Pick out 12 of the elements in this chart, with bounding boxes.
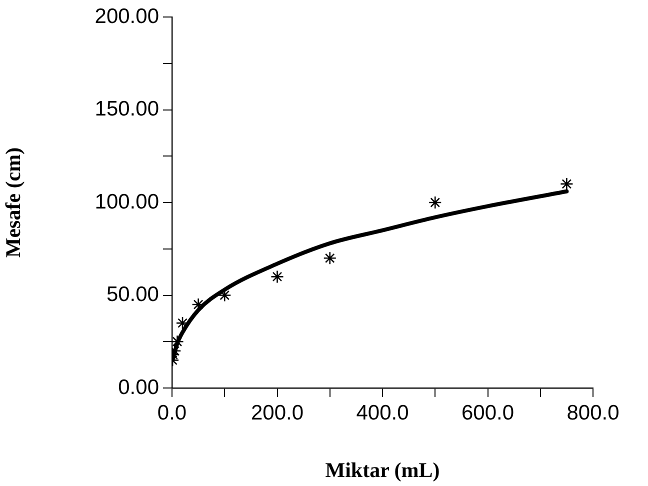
x-tick-label: 800.0 <box>566 401 620 424</box>
x-tick-label: 600.0 <box>461 401 514 424</box>
y-tick-label: 50.00 <box>106 283 159 306</box>
y-tick-label: 150.00 <box>94 98 159 121</box>
x-tick-label: 0.0 <box>157 401 187 424</box>
x-tick-label: 200.0 <box>250 401 304 424</box>
y-tick-label: 0.00 <box>118 376 159 399</box>
y-tick-label: 100.00 <box>94 190 159 214</box>
x-tick-label: 400.0 <box>356 401 409 424</box>
x-axis-title: Miktar (mL) <box>325 458 440 482</box>
y-axis-title: Mesafe (cm) <box>1 147 26 258</box>
y-tick-label: 200.00 <box>94 4 159 28</box>
